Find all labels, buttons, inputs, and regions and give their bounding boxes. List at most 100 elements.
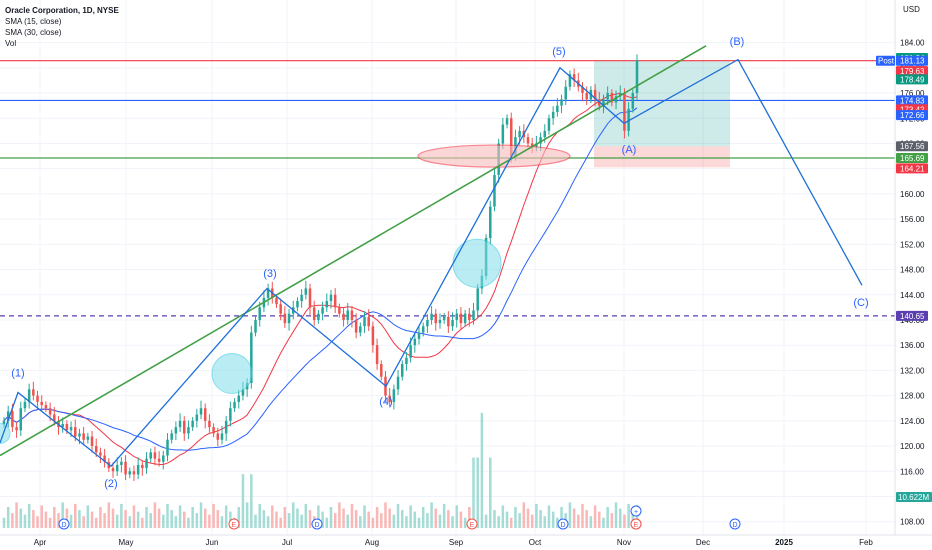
volume-bar [78,510,81,528]
price-axis[interactable]: 108.00112.00116.00120.00124.00128.00132.… [876,0,932,535]
wave-label: (3) [263,268,276,280]
candle [115,457,119,476]
candle-body [141,464,144,469]
candle-body [266,288,270,298]
candle [564,80,567,106]
candle [208,414,211,433]
volume-bar [136,511,140,528]
rising-trendline [0,45,707,457]
volume-bar [287,513,291,528]
volume-bar [442,503,446,528]
candle-body [400,364,404,377]
volume-bar [178,505,182,528]
candle-body [120,461,123,465]
candle-body [157,458,161,462]
x-tick-label: Nov [617,538,631,547]
x-tick-label: Aug [365,538,379,547]
y-tick-label: 120.00 [900,442,925,451]
candle-body [199,408,203,415]
candle [203,403,207,429]
wave-drawings[interactable]: (1) (2) (3) (4) (5) (A) (B) (C) [0,36,869,490]
candle-body [392,389,396,402]
volume-bar [32,510,35,528]
volume-bar [526,508,530,528]
candle [476,283,479,319]
price-tag-label: 173.42 [900,105,925,114]
candle [141,460,144,476]
price-tag-bg [896,110,928,121]
event-marker: E [630,518,642,530]
event-marker-bg [557,518,569,530]
volume-bar [421,507,425,528]
price-tag-label: 165.69 [900,154,925,163]
volume-bar [551,511,555,528]
candle-body [556,105,559,112]
volume-bar [325,517,329,528]
price-tag-label: 140.65 [900,312,925,321]
event-marker-bg [630,505,642,517]
candle [321,301,324,321]
candle-body [48,408,52,415]
y-tick-label: 132.00 [900,366,925,375]
volume-bar [99,507,102,528]
candle-body [11,411,14,428]
candle-body [74,427,77,437]
candle [505,114,509,129]
candle-body [6,411,10,421]
candle-body [438,319,442,324]
event-markers[interactable]: DEDEDEDE+ [58,505,741,530]
candle-body [610,93,614,103]
candle [170,429,173,444]
candle-body [23,401,27,409]
volume-bar [245,502,249,528]
candle [388,388,391,407]
candle-body [602,99,605,106]
candle-body [375,345,379,365]
candle [572,68,576,88]
candle-body [539,137,542,144]
volume-legend[interactable]: Vol [5,39,17,48]
currency-label[interactable]: USD [903,5,920,14]
volume-bar [438,514,442,528]
time-axis[interactable]: Apr May Jun Jul Aug Sep Oct Nov Dec 2025 Feb [0,534,932,547]
candle-body [354,319,358,333]
candle-body [82,433,85,440]
sma15-legend[interactable]: SMA (15, close) [5,17,62,26]
sma30-legend[interactable]: SMA (30, close) [5,28,62,37]
volume-bar [53,507,56,528]
candle-body [551,111,555,119]
volume-bar [493,510,496,528]
y-tick-label: 148.00 [900,266,925,275]
volume-bar [333,513,337,528]
candle-body [346,310,350,320]
candle [187,420,190,440]
candle [178,413,182,432]
wave-label: (4) [379,396,392,408]
candle-body [526,137,530,144]
volume-bar [572,508,576,528]
candle-body [224,420,228,434]
horizontal-levels[interactable] [0,60,895,317]
candle-body [132,471,136,475]
candle-body [635,60,639,94]
candle-body [99,452,102,456]
volume-bar [308,510,312,528]
candle-body [560,99,563,106]
candle [438,313,442,329]
volume-bar [480,412,484,528]
candle-body [220,433,224,440]
event-marker-label: E [232,522,237,529]
volume-bar [614,502,618,528]
volume-bar [27,503,31,528]
candle-body [2,420,6,424]
volume-bar [581,503,584,528]
candle-body [174,427,178,434]
volume-bar [124,510,127,528]
candle [183,416,186,442]
target-zone [594,60,730,147]
symbol-title[interactable]: Oracle Corporation, 1D, NYSE [5,6,119,15]
candle-body [430,313,433,320]
candle [86,432,90,444]
candle-body [359,326,362,333]
